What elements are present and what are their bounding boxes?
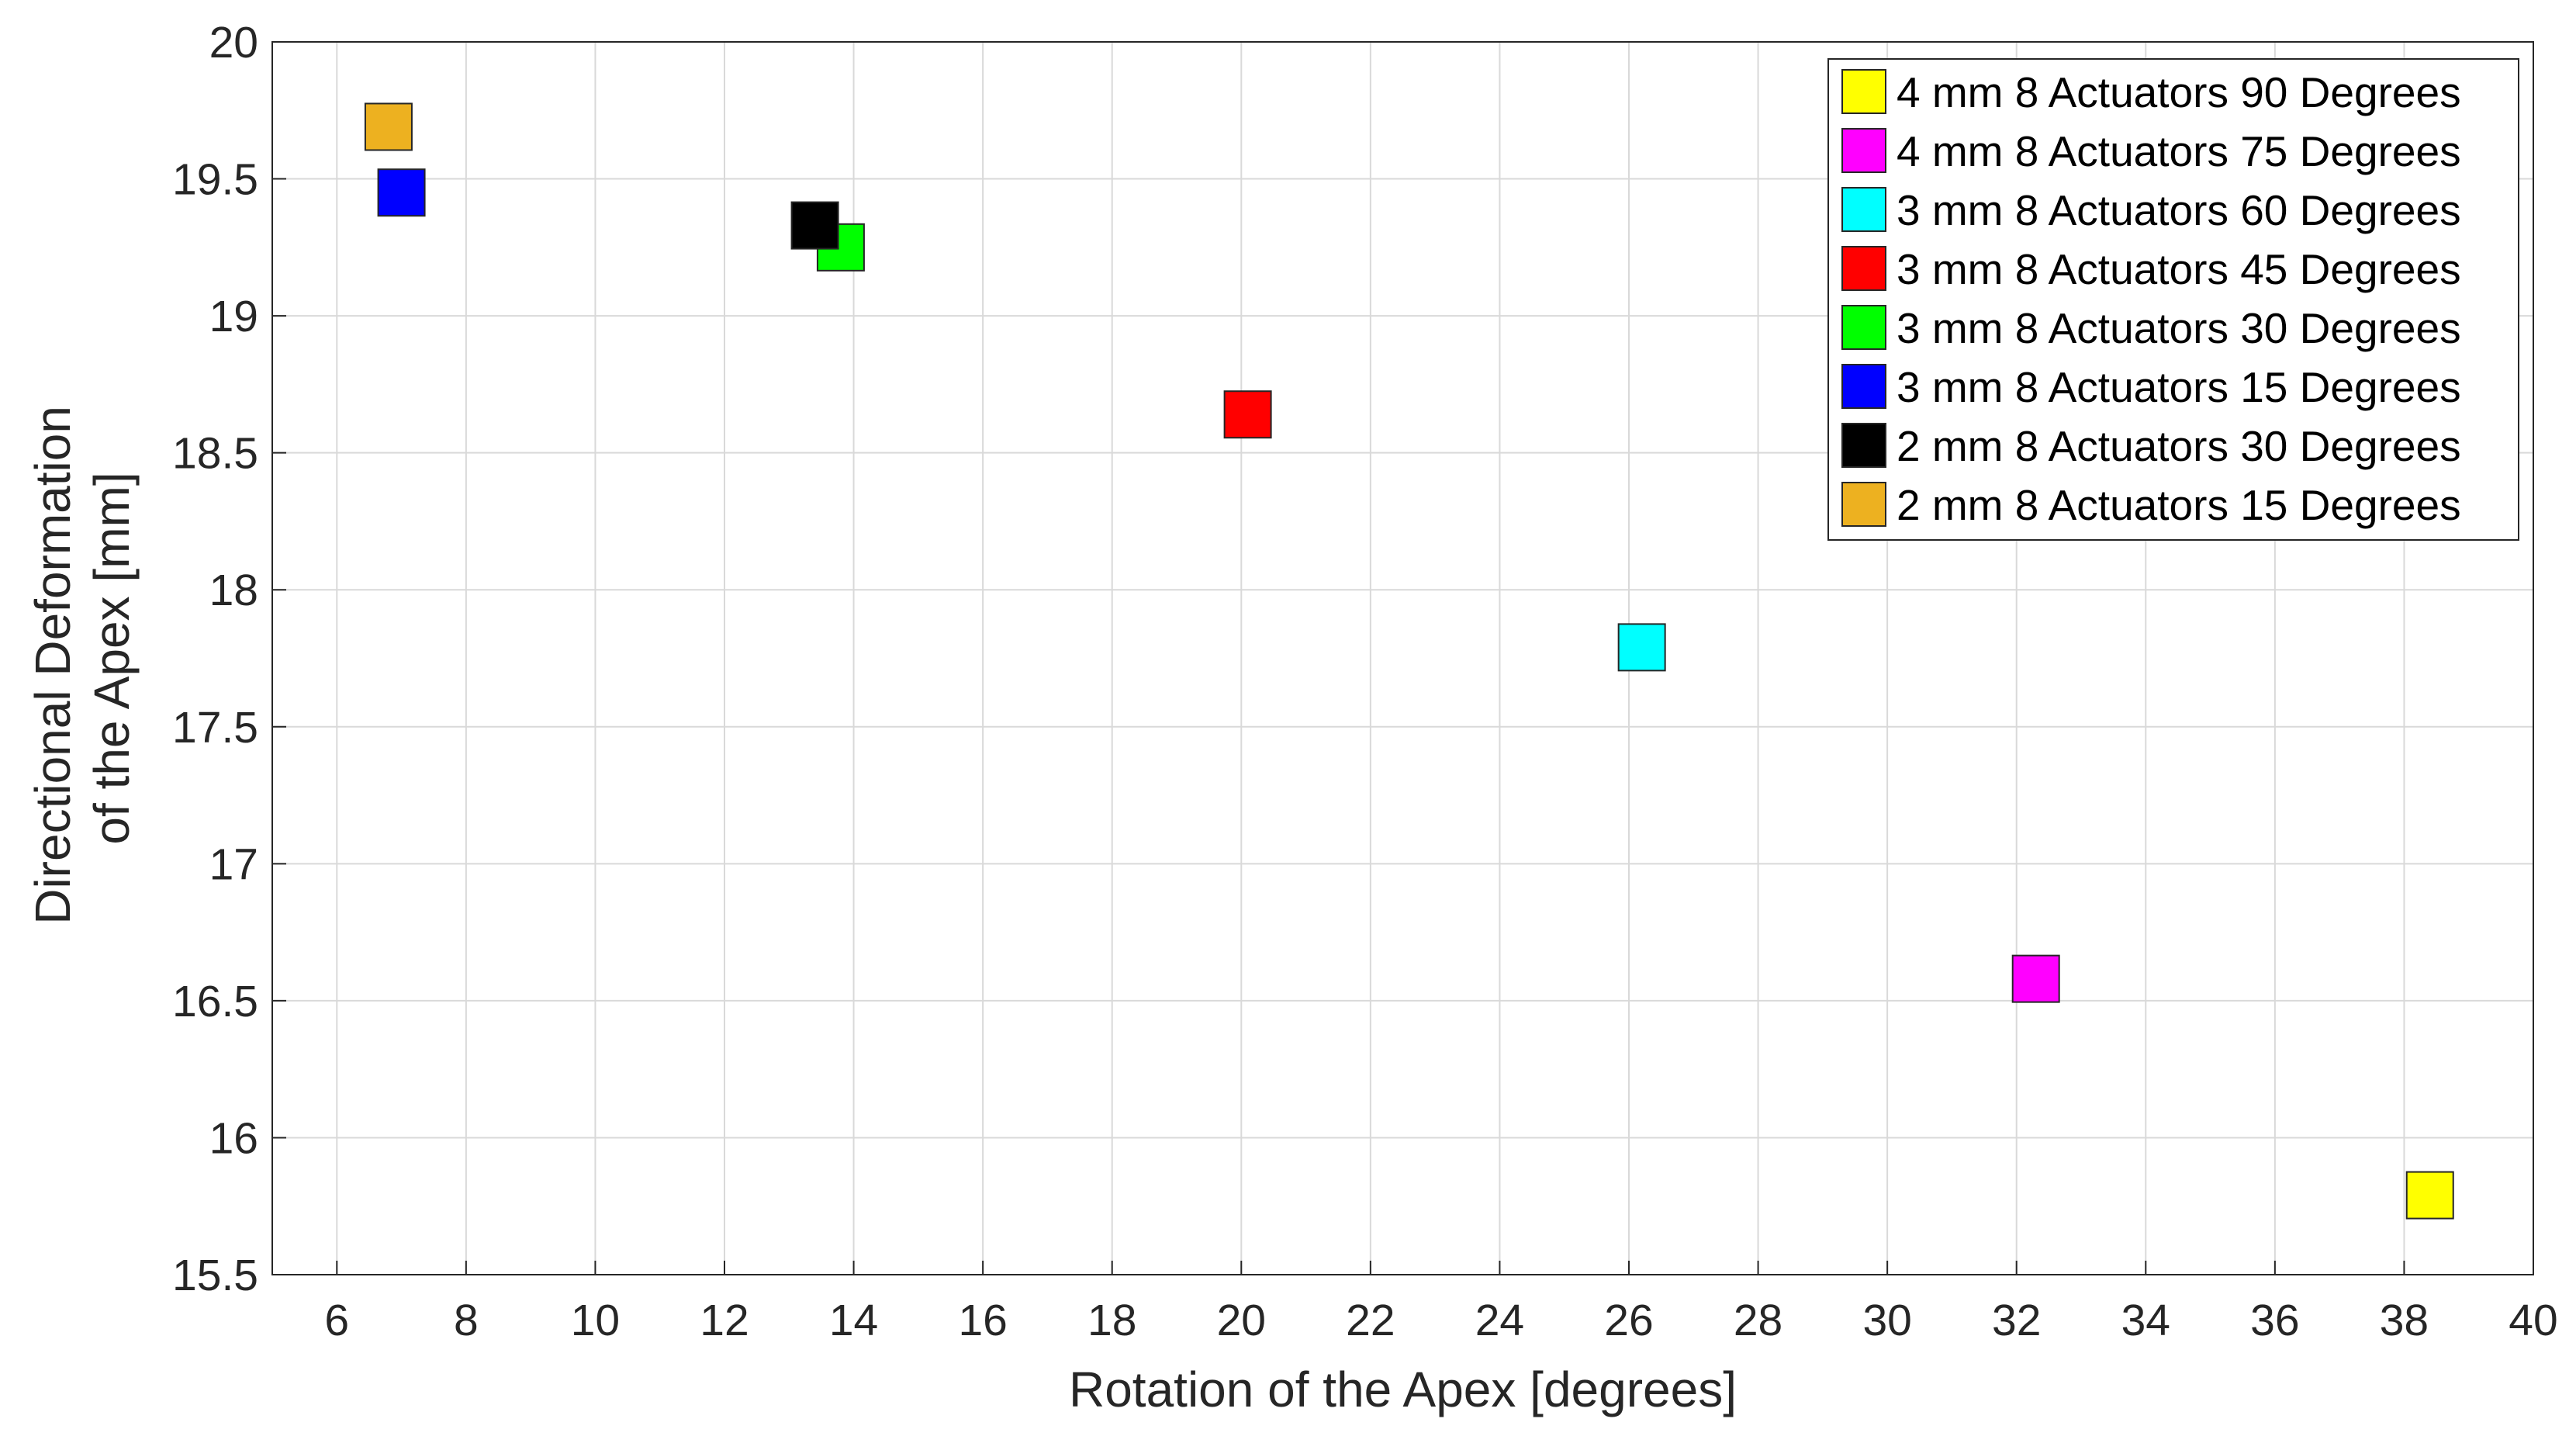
x-tick-label: 36 xyxy=(2250,1296,2299,1345)
legend-entry-label: 3 mm 8 Actuators 60 Degrees xyxy=(1897,186,2461,234)
x-tick-label: 24 xyxy=(1475,1296,1524,1345)
x-tick-label: 6 xyxy=(324,1296,349,1345)
y-tick-label: 16 xyxy=(209,1113,258,1163)
x-tick-label: 12 xyxy=(700,1296,749,1345)
y-tick-label: 18 xyxy=(209,566,258,615)
legend-swatch xyxy=(1841,305,1886,350)
x-axis-title: Rotation of the Apex [degrees] xyxy=(1069,1362,1737,1417)
y-tick-label: 20 xyxy=(209,18,258,67)
y-axis-title-line-1: Directional Deformation xyxy=(25,406,81,925)
x-tick-label: 30 xyxy=(1862,1296,1911,1345)
legend-entry-label: 4 mm 8 Actuators 90 Degrees xyxy=(1897,68,2461,116)
legend-swatch xyxy=(1841,482,1886,527)
data-point-marker xyxy=(2405,1171,2454,1220)
x-tick-label: 14 xyxy=(829,1296,878,1345)
plot-area-frame xyxy=(271,41,2534,1275)
legend-swatch xyxy=(1841,69,1886,114)
y-axis-title: Directional Deformation of the Apex [mm] xyxy=(25,392,140,925)
data-point-marker xyxy=(377,168,426,217)
x-tick-label: 32 xyxy=(1992,1296,2041,1345)
y-tick-label: 16.5 xyxy=(172,977,258,1026)
legend-entry-label: 4 mm 8 Actuators 75 Degrees xyxy=(1897,127,2461,175)
legend-entry-label: 3 mm 8 Actuators 45 Degrees xyxy=(1897,245,2461,293)
legend-box xyxy=(1827,58,2519,541)
data-point-marker xyxy=(2011,954,2060,1003)
legend-swatch xyxy=(1841,187,1886,232)
data-markers xyxy=(364,102,2454,1220)
x-tick-label: 18 xyxy=(1087,1296,1136,1345)
axis-ticks: 6 8 10 12 14 16 18 20 22 24 26 28 30 32 34 36 38 40 15.5 16… xyxy=(172,18,2558,1345)
data-point-marker xyxy=(1223,390,1272,439)
legend-swatch xyxy=(1841,246,1886,291)
x-tick-label: 38 xyxy=(2380,1296,2429,1345)
x-tick-label: 8 xyxy=(454,1296,479,1345)
y-tick-label: 19 xyxy=(209,292,258,341)
x-tick-label: 28 xyxy=(1734,1296,1782,1345)
y-axis-title-line-2: of the Apex [mm] xyxy=(84,472,140,844)
x-tick-label: 20 xyxy=(1217,1296,1266,1345)
legend-entry-label: 3 mm 8 Actuators 30 Degrees xyxy=(1897,304,2461,352)
legend: 4 mm 8 Actuators 90 Degrees 4 mm 8 Actuat… xyxy=(1827,58,2519,541)
legend-swatch xyxy=(1841,423,1886,468)
data-point-marker xyxy=(790,201,839,250)
x-tick-label: 10 xyxy=(571,1296,620,1345)
y-tick-label: 15.5 xyxy=(172,1251,258,1300)
y-tick-label: 18.5 xyxy=(172,429,258,479)
legend-entry-label: 3 mm 8 Actuators 15 Degrees xyxy=(1897,363,2461,411)
y-tick-label: 17.5 xyxy=(172,703,258,753)
legend-swatch xyxy=(1841,128,1886,173)
data-point-marker xyxy=(364,102,413,151)
y-tick-label: 19.5 xyxy=(172,155,258,205)
legend-entry-label: 2 mm 8 Actuators 15 Degrees xyxy=(1897,481,2461,529)
legend-swatch xyxy=(1841,364,1886,409)
x-tick-label: 40 xyxy=(2509,1296,2557,1345)
data-point-marker xyxy=(1617,623,1666,672)
x-tick-label: 26 xyxy=(1604,1296,1653,1345)
x-tick-label: 16 xyxy=(958,1296,1007,1345)
legend-entry-label: 2 mm 8 Actuators 30 Degrees xyxy=(1897,422,2461,470)
y-tick-label: 17 xyxy=(209,839,258,889)
x-tick-label: 34 xyxy=(2121,1296,2170,1345)
x-tick-label: 22 xyxy=(1346,1296,1395,1345)
